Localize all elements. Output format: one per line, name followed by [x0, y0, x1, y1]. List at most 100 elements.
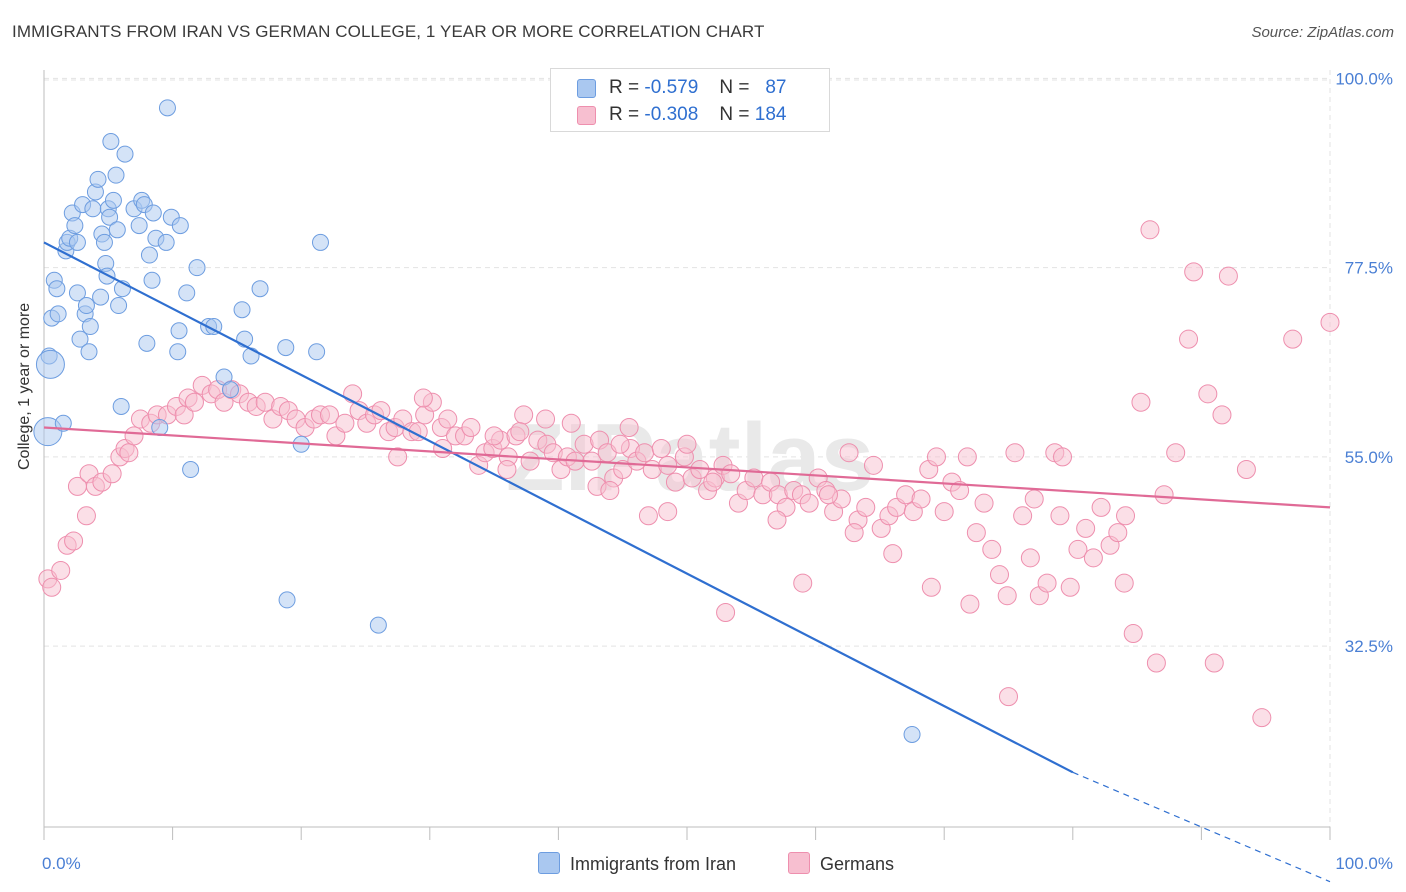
germans-point: [613, 460, 633, 480]
germans-point: [1283, 329, 1303, 349]
germans-point: [610, 434, 630, 454]
germans-point: [677, 434, 697, 454]
germans-point: [1053, 447, 1073, 467]
bottom-legend-label-germans: Germans: [820, 854, 895, 874]
iran-point: [171, 217, 189, 235]
iran-point: [108, 221, 126, 239]
germans-point: [1198, 384, 1218, 404]
iran-point: [308, 343, 326, 361]
germans-point: [184, 392, 204, 412]
germans-point: [966, 523, 986, 543]
germans-point: [856, 497, 876, 517]
iran-point: [170, 322, 188, 340]
germans-point: [665, 472, 685, 492]
iran-point: [92, 288, 110, 306]
iran-point: [81, 318, 99, 336]
iran-point: [77, 297, 95, 315]
y-tick-label-2: 77.5%: [1345, 259, 1393, 278]
germans-point: [658, 502, 678, 522]
legend-r-label: R =: [609, 77, 640, 98]
germans-point: [911, 489, 931, 509]
iran-point: [101, 208, 119, 226]
iran-point: [95, 233, 113, 251]
iran-point: [182, 461, 200, 479]
bottom-legend-label-iran: Immigrants from Iran: [570, 854, 737, 874]
germans-point: [1108, 523, 1128, 543]
germans-point: [950, 481, 970, 501]
germans-point: [619, 417, 639, 437]
iran-trend-line: [43, 241, 1074, 774]
bottom-legend-swatch-germans: [788, 852, 810, 874]
legend-r-label: R =: [609, 104, 640, 125]
iran-point: [158, 99, 176, 117]
germans-point: [1252, 708, 1272, 728]
germans-point: [921, 577, 941, 597]
germans-point: [957, 447, 977, 467]
germans-point: [1146, 653, 1166, 673]
iran-point: [68, 233, 86, 251]
iran-point: [138, 334, 156, 352]
germans-point: [42, 577, 62, 597]
chart-title: IMMIGRANTS FROM IRAN VS GERMAN COLLEGE, …: [12, 22, 765, 41]
germans-point: [343, 384, 363, 404]
germans-point: [388, 447, 408, 467]
iran-point: [66, 217, 84, 235]
iran-point: [68, 284, 86, 302]
iran-point: [143, 271, 161, 289]
germans-point: [1179, 329, 1199, 349]
germans-point: [335, 413, 355, 433]
bottom-legend-germans: Germans: [788, 852, 894, 875]
germans-point: [716, 603, 736, 623]
iran-point: [233, 301, 251, 319]
germans-point: [1024, 489, 1044, 509]
iran-point: [140, 246, 158, 264]
legend-n-value: 184: [754, 104, 787, 125]
germans-point: [721, 464, 741, 484]
iran-point: [903, 725, 921, 743]
germans-point: [997, 586, 1017, 606]
germans-point: [1236, 460, 1256, 480]
iran-point: [116, 145, 134, 163]
germans-point: [926, 447, 946, 467]
germans-point: [1204, 653, 1224, 673]
germans-point: [1320, 312, 1340, 332]
iran-point: [251, 280, 269, 298]
germans-point: [119, 443, 139, 463]
germans-point: [514, 405, 534, 425]
germans-point: [561, 413, 581, 433]
trend-lines: [43, 241, 1331, 883]
germans-point: [863, 455, 883, 475]
legend-n-label: N =: [719, 104, 750, 125]
iran-point: [89, 170, 107, 188]
iran-point: [104, 191, 122, 209]
germans-point: [64, 531, 84, 551]
germans-point: [1114, 573, 1134, 593]
bottom-legend-iran: Immigrants from Iran: [538, 852, 736, 875]
germans-point: [1131, 392, 1151, 412]
iran-point: [107, 166, 125, 184]
legend-r-value: -0.308: [644, 104, 699, 125]
germans-point: [635, 443, 655, 463]
iran-point: [311, 233, 329, 251]
legend-n-value: 87: [765, 77, 787, 98]
iran-point: [102, 132, 120, 150]
germans-point: [767, 510, 787, 530]
iran-points: [33, 99, 921, 743]
germans-point: [883, 544, 903, 564]
iran-point: [278, 591, 296, 609]
legend-n-label: N =: [719, 77, 750, 98]
iran-point: [49, 305, 67, 323]
germans-point: [1037, 573, 1057, 593]
germans-point: [934, 502, 954, 522]
iran-point: [169, 343, 187, 361]
germans-point: [839, 443, 859, 463]
germans-point: [413, 388, 433, 408]
germans-point: [102, 464, 122, 484]
germans-point: [1116, 506, 1136, 526]
iran-point: [110, 297, 128, 315]
iran-point: [84, 200, 102, 218]
iran-point: [188, 259, 206, 277]
correlation-legend: R = -0.579 N = 87 R = -0.308 N = 184: [550, 68, 830, 132]
germans-point: [438, 409, 458, 429]
